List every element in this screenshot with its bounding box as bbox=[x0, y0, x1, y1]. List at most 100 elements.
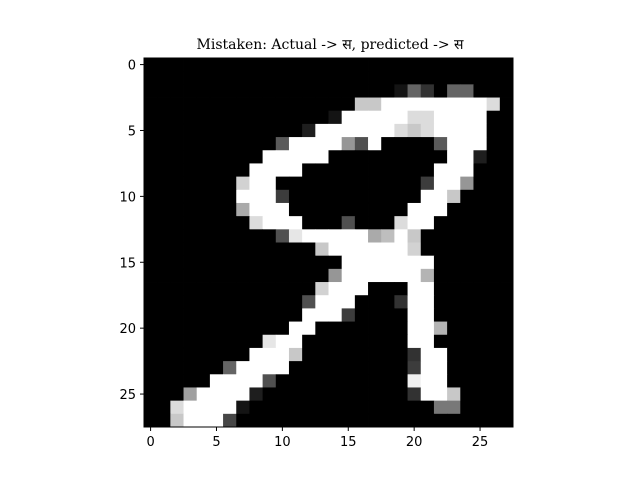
heatmap-cell bbox=[486, 176, 501, 191]
heatmap-cell bbox=[486, 97, 501, 112]
heatmap-cell bbox=[170, 202, 184, 217]
heatmap-cell bbox=[170, 84, 184, 98]
heatmap-cell bbox=[381, 110, 395, 125]
x-axis: 0 5 10 15 20 25 bbox=[146, 427, 488, 450]
heatmap-cell bbox=[381, 308, 395, 322]
heatmap-cell bbox=[407, 123, 422, 138]
heatmap-cell bbox=[196, 216, 211, 230]
heatmap-cell bbox=[170, 268, 184, 283]
heatmap-cell bbox=[433, 308, 448, 322]
heatmap-cell bbox=[407, 387, 422, 402]
heatmap-cell bbox=[486, 387, 501, 402]
heatmap-cell bbox=[433, 137, 448, 151]
heatmap-cell bbox=[499, 255, 514, 270]
heatmap-cell bbox=[275, 334, 290, 349]
heatmap-cell bbox=[236, 84, 250, 98]
heatmap-cell bbox=[236, 189, 250, 204]
heatmap-cell bbox=[394, 110, 408, 125]
heatmap-cell bbox=[288, 84, 303, 98]
heatmap-cell bbox=[288, 216, 303, 230]
heatmap-cell bbox=[183, 163, 198, 178]
heatmap-cell bbox=[433, 216, 448, 230]
heatmap-cell bbox=[157, 400, 171, 415]
heatmap-cell bbox=[249, 176, 264, 191]
heatmap-cell bbox=[328, 413, 343, 428]
heatmap-cell bbox=[249, 413, 264, 428]
heatmap-cell bbox=[341, 413, 356, 428]
heatmap-cell bbox=[302, 308, 316, 322]
heatmap-cell bbox=[341, 347, 356, 362]
heatmap-cell bbox=[460, 71, 474, 85]
heatmap-cell bbox=[302, 413, 316, 428]
heatmap-cell bbox=[486, 58, 501, 72]
heatmap-cell bbox=[275, 229, 290, 243]
heatmap-cell bbox=[262, 58, 277, 72]
heatmap-cell bbox=[144, 97, 158, 112]
heatmap-cell bbox=[288, 176, 303, 191]
heatmap-cell bbox=[315, 84, 329, 98]
heatmap-cell bbox=[407, 176, 422, 191]
heatmap-cell bbox=[499, 202, 514, 217]
heatmap-cell bbox=[275, 295, 290, 309]
heatmap-cell bbox=[275, 216, 290, 230]
heatmap-cell bbox=[460, 387, 474, 402]
heatmap-cell bbox=[433, 71, 448, 85]
chart-title: Mistaken: Actual -> स, predicted -> स bbox=[197, 37, 465, 53]
heatmap-cell bbox=[447, 110, 461, 125]
heatmap-cell bbox=[196, 334, 211, 349]
heatmap-cell bbox=[368, 150, 382, 164]
heatmap-cell bbox=[288, 282, 303, 296]
heatmap-cell bbox=[302, 202, 316, 217]
heatmap-cell bbox=[288, 163, 303, 178]
heatmap-cell bbox=[486, 110, 501, 125]
heatmap-cell bbox=[328, 163, 343, 178]
heatmap-cell bbox=[381, 321, 395, 336]
heatmap-cell bbox=[315, 163, 329, 178]
heatmap-cell bbox=[183, 268, 198, 283]
heatmap-cell bbox=[460, 123, 474, 138]
x-tick-label: 5 bbox=[212, 435, 220, 450]
heatmap-cell bbox=[354, 347, 369, 362]
heatmap-cell bbox=[447, 123, 461, 138]
heatmap-cell bbox=[196, 84, 211, 98]
heatmap-cell bbox=[170, 374, 184, 388]
heatmap-cell bbox=[196, 387, 211, 402]
heatmap-cell bbox=[144, 242, 158, 257]
heatmap-cell bbox=[486, 123, 501, 138]
heatmap-cell bbox=[262, 308, 277, 322]
heatmap-cell bbox=[499, 216, 514, 230]
heatmap-cell bbox=[157, 123, 171, 138]
heatmap-cell bbox=[341, 229, 356, 243]
heatmap-cell bbox=[381, 413, 395, 428]
heatmap-cell bbox=[381, 334, 395, 349]
heatmap-cell bbox=[236, 334, 250, 349]
heatmap-cell bbox=[302, 242, 316, 257]
heatmap-cell bbox=[288, 361, 303, 375]
heatmap-cell bbox=[447, 176, 461, 191]
heatmap-cell bbox=[368, 202, 382, 217]
heatmap-cell bbox=[209, 137, 224, 151]
heatmap-cell bbox=[354, 334, 369, 349]
heatmap-cell bbox=[223, 268, 237, 283]
heatmap-cell bbox=[157, 242, 171, 257]
heatmap-cell bbox=[407, 255, 422, 270]
heatmap-cell bbox=[144, 413, 158, 428]
heatmap-cell bbox=[368, 58, 382, 72]
heatmap-cell bbox=[223, 189, 237, 204]
heatmap-cell bbox=[170, 150, 184, 164]
heatmap-cell bbox=[381, 84, 395, 98]
heatmap-cell bbox=[302, 229, 316, 243]
heatmap-cell bbox=[420, 321, 435, 336]
heatmap-cell bbox=[368, 137, 382, 151]
heatmap-cell bbox=[420, 255, 435, 270]
heatmap-cell bbox=[447, 58, 461, 72]
heatmap-cell bbox=[170, 123, 184, 138]
heatmap-cell bbox=[394, 97, 408, 112]
heatmap-cell bbox=[209, 163, 224, 178]
heatmap-cell bbox=[183, 308, 198, 322]
heatmap-cell bbox=[249, 334, 264, 349]
heatmap-cell bbox=[315, 150, 329, 164]
heatmap-cell bbox=[249, 268, 264, 283]
heatmap-cell bbox=[262, 163, 277, 178]
heatmap-cell bbox=[249, 229, 264, 243]
